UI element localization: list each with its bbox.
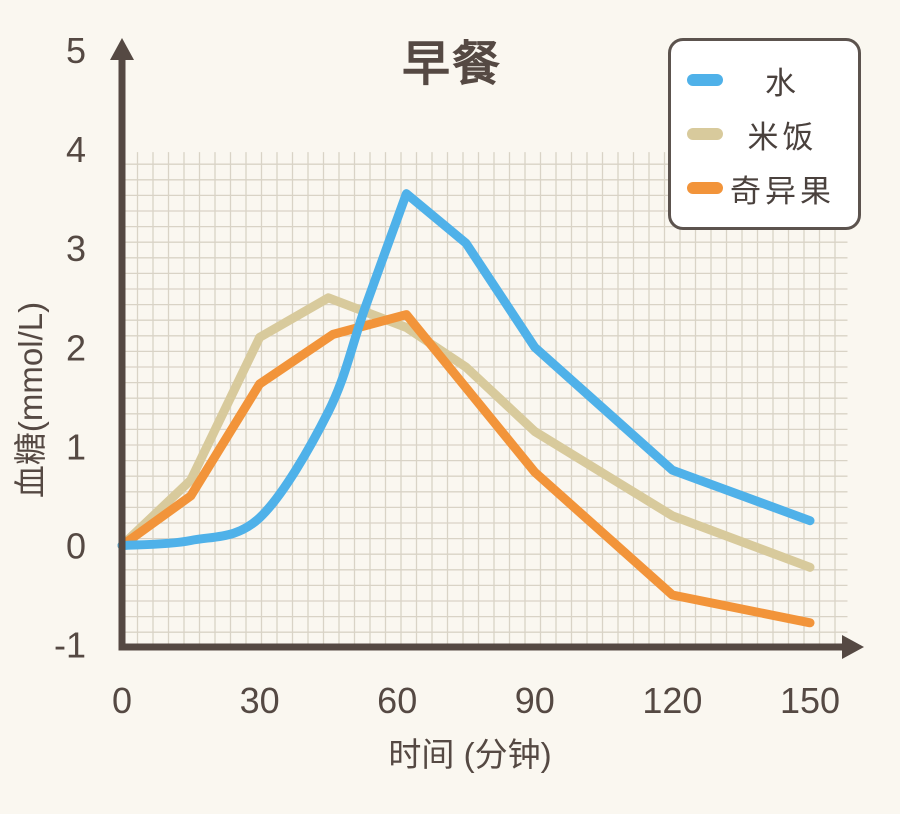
axes: [110, 38, 864, 659]
legend-item-kiwi: 奇异果: [687, 166, 842, 211]
chart-title: 早餐: [402, 38, 502, 91]
x-axis-arrow-icon: [842, 635, 864, 659]
x-tick-90: 90: [515, 680, 555, 721]
y-tick-1: 1: [66, 426, 86, 467]
legend-swatch-water: [687, 74, 723, 86]
legend-label-kiwi: 奇异果: [730, 173, 835, 209]
legend-label-rice: 米饭: [747, 119, 818, 155]
series-line-kiwi: [117, 310, 815, 628]
y-tick-5: 5: [66, 30, 86, 71]
legend-swatch-rice: [687, 128, 723, 140]
legend-item-rice: 米饭: [687, 112, 842, 157]
y-tick--1: -1: [54, 625, 86, 666]
legend-item-water: 水: [687, 58, 842, 103]
x-tick-60: 60: [377, 680, 417, 721]
legend: 水米饭 奇异果: [668, 38, 861, 230]
legend-label-water: 水: [765, 65, 800, 101]
x-axis-label: 时间 (分钟): [388, 736, 551, 773]
y-tick-4: 4: [66, 129, 86, 170]
x-tick-0: 0: [112, 680, 132, 721]
series-lines: [117, 189, 815, 628]
tick-labels: 5 4 3 2 1 0 -1 0 30 60 90 120 150: [54, 30, 840, 721]
series-line-rice: [117, 293, 815, 572]
series-line-water: [117, 189, 815, 550]
y-axis-arrow-icon: [110, 38, 134, 60]
legend-swatch-kiwi: [687, 182, 723, 194]
y-axis-label: 血糖(mmol/L): [12, 302, 49, 498]
y-tick-3: 3: [66, 228, 86, 269]
x-tick-120: 120: [642, 680, 702, 721]
x-tick-150: 150: [780, 680, 840, 721]
y-tick-2: 2: [66, 327, 86, 368]
axis-lines: [118, 56, 848, 651]
y-tick-0: 0: [66, 526, 86, 567]
x-tick-30: 30: [240, 680, 280, 721]
